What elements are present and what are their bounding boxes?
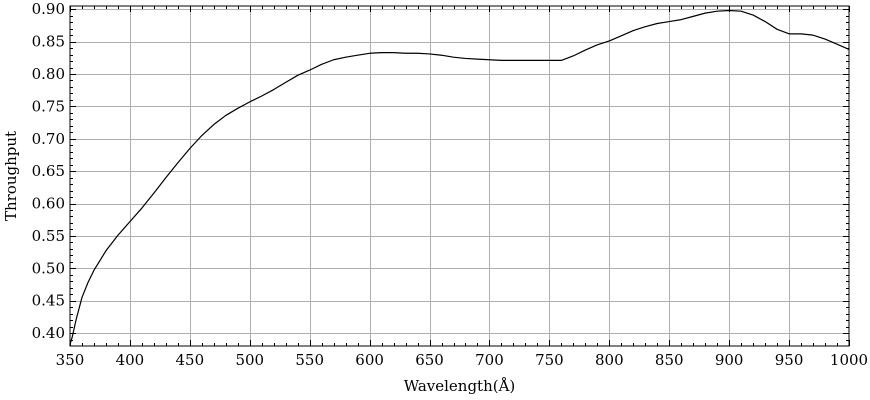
x-tick-label: 950	[775, 351, 804, 369]
x-tick-label: 800	[595, 351, 624, 369]
x-tick-labels: 350 400 450 500 550 600 650 700 750 800 850 900 950 1…	[56, 351, 868, 369]
grid-lines	[70, 6, 849, 346]
x-tick-label: 500	[235, 351, 264, 369]
y-tick-label: 0.80	[32, 65, 65, 83]
throughput-line	[69, 9, 850, 345]
y-axis-title: Throughput	[2, 131, 20, 221]
x-tick-label: 900	[715, 351, 744, 369]
y-tick-label: 0.40	[32, 324, 65, 342]
y-tick-label: 0.45	[32, 292, 65, 310]
y-tick-label: 0.85	[32, 33, 65, 51]
x-tick-label: 750	[535, 351, 564, 369]
y-tick-label: 0.50	[32, 259, 65, 277]
x-tick-label: 650	[415, 351, 444, 369]
plot-frame	[69, 5, 850, 347]
y-tick-label: 0.60	[32, 195, 65, 213]
series-layer	[69, 9, 850, 345]
x-tick-label: 1000	[830, 351, 868, 369]
y-tick-label: 0.65	[32, 162, 65, 180]
y-tick-label: 0.75	[32, 97, 65, 115]
y-tick-labels: 0.40 0.45 0.50 0.55 0.60 0.65 0.70 0.75 0.80 0.85…	[32, 0, 65, 342]
x-tick-label: 350	[56, 351, 85, 369]
x-tick-label: 700	[475, 351, 504, 369]
x-tick-label: 850	[655, 351, 684, 369]
x-tick-label: 600	[355, 351, 384, 369]
x-tick-label: 550	[295, 351, 324, 369]
y-tick-label: 0.70	[32, 130, 65, 148]
x-axis-title: Wavelength(Å)	[404, 377, 516, 395]
x-tick-label: 400	[116, 351, 145, 369]
y-tick-label: 0.55	[32, 227, 65, 245]
y-tick-label: 0.90	[32, 0, 65, 18]
x-tick-label: 450	[176, 351, 205, 369]
